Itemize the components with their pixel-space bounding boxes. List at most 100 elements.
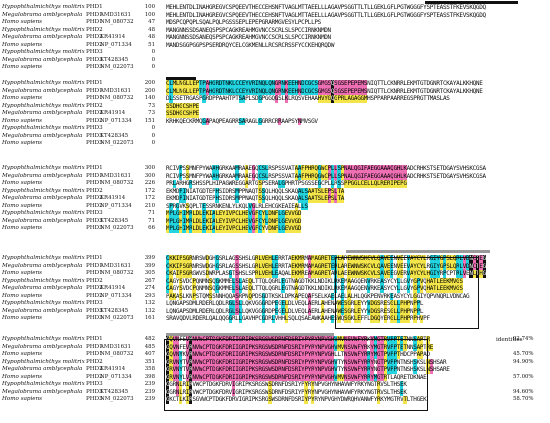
residue: L <box>334 187 338 195</box>
residue: Q <box>228 292 233 300</box>
residue: V <box>337 4 341 11</box>
residue: G <box>185 41 190 49</box>
residue: Q <box>294 195 299 202</box>
residue: P <box>198 172 203 180</box>
residue: V <box>245 4 249 11</box>
residue: L <box>396 277 401 285</box>
residue: V <box>172 358 176 366</box>
residue: D <box>189 4 193 11</box>
residue: R <box>222 262 226 270</box>
residue: A <box>205 19 210 26</box>
residue: G <box>228 307 232 315</box>
residue: V <box>334 343 338 351</box>
residue: L <box>175 4 180 11</box>
residue: L <box>278 225 282 233</box>
residue: L <box>320 4 325 11</box>
alignment-row: Homo sapiens PHD2 NP_071334 398 GRVNYLVRNVWC… <box>2 373 548 381</box>
residue: Y <box>452 172 457 180</box>
residue: V <box>324 351 328 359</box>
residue: G <box>208 11 213 19</box>
residue: R <box>198 300 203 307</box>
residue: D <box>426 351 430 358</box>
residue: T <box>208 358 213 366</box>
residue: L <box>344 95 348 103</box>
residue: L <box>235 315 239 322</box>
residue: A <box>353 95 358 103</box>
residue: Q <box>357 277 361 285</box>
residue: Y <box>324 95 328 103</box>
residue: N <box>317 285 322 292</box>
residue: N <box>202 34 206 41</box>
residue: R <box>380 300 384 307</box>
residue: T <box>281 4 285 11</box>
residue: S <box>179 41 183 49</box>
residue: S <box>169 102 173 110</box>
residue: K <box>251 358 256 366</box>
residue: C <box>416 262 420 270</box>
residue: G <box>317 270 321 278</box>
residue: M <box>189 165 193 172</box>
residue: T <box>258 277 262 285</box>
residue: T <box>340 351 345 358</box>
residue: F <box>284 366 288 374</box>
residue: T <box>433 285 437 293</box>
residue: E <box>274 307 279 315</box>
residue: D <box>301 277 305 285</box>
residue: K <box>172 292 176 300</box>
alignment-row: Hypophthalmichthys molitrix PHD3 0 <box>2 49 548 57</box>
residue: Y <box>423 4 427 11</box>
alignment-row: Megalobrama amblycephala PHD2 KR41914 172 EK… <box>2 195 548 203</box>
residue: H <box>337 388 341 396</box>
residue: F <box>357 358 361 366</box>
residue: G <box>307 87 312 95</box>
residue: S <box>271 172 276 180</box>
residue: L <box>386 381 391 388</box>
gene-name: PHD2 <box>86 292 103 299</box>
residue: C <box>241 41 246 49</box>
residue: G <box>413 292 417 300</box>
residue: A <box>307 255 312 263</box>
residue: W <box>205 165 210 172</box>
residue: N <box>175 343 180 351</box>
residue: E <box>202 217 206 225</box>
residue: S <box>284 34 289 41</box>
residue: P <box>413 307 417 315</box>
residue: L <box>334 165 338 173</box>
residue: E <box>245 217 249 225</box>
residue: D <box>255 292 259 300</box>
residue: A <box>205 87 209 95</box>
species-name: Hypophthalmichthys molitrix <box>2 102 85 109</box>
gene-name: PHD1 <box>86 336 103 342</box>
residue: G <box>357 172 361 180</box>
residue: G <box>304 180 308 187</box>
residue: P <box>182 307 186 315</box>
residue: P <box>198 95 203 102</box>
residue: Q <box>255 172 259 180</box>
residue: I <box>172 172 177 180</box>
residue: V <box>284 165 289 172</box>
residue: G <box>334 95 338 103</box>
residue: A <box>429 285 434 293</box>
residue: E <box>264 270 269 278</box>
residue: V <box>258 34 262 41</box>
residue: E <box>195 102 199 110</box>
residue: E <box>287 80 292 88</box>
residue: R <box>189 381 193 389</box>
residue: P <box>245 388 249 396</box>
residue: V <box>185 366 190 374</box>
residue: T <box>357 4 361 11</box>
residue: R <box>202 315 206 322</box>
residue: S <box>202 180 206 187</box>
species-name: Homo sapiens <box>2 117 43 124</box>
residue: Y <box>370 351 374 359</box>
residue: V <box>185 358 190 366</box>
residue: G <box>373 11 378 19</box>
residue: L <box>215 217 219 225</box>
residue: R <box>258 202 262 210</box>
residue: T <box>400 358 404 366</box>
alignment-row: Homo sapiens PHD1 NM_080732 407 GQVNYKVRNVWC… <box>2 351 548 359</box>
residue: E <box>274 300 279 308</box>
residue: A <box>307 307 312 315</box>
residue: R <box>396 396 401 403</box>
residue: R <box>189 373 193 381</box>
